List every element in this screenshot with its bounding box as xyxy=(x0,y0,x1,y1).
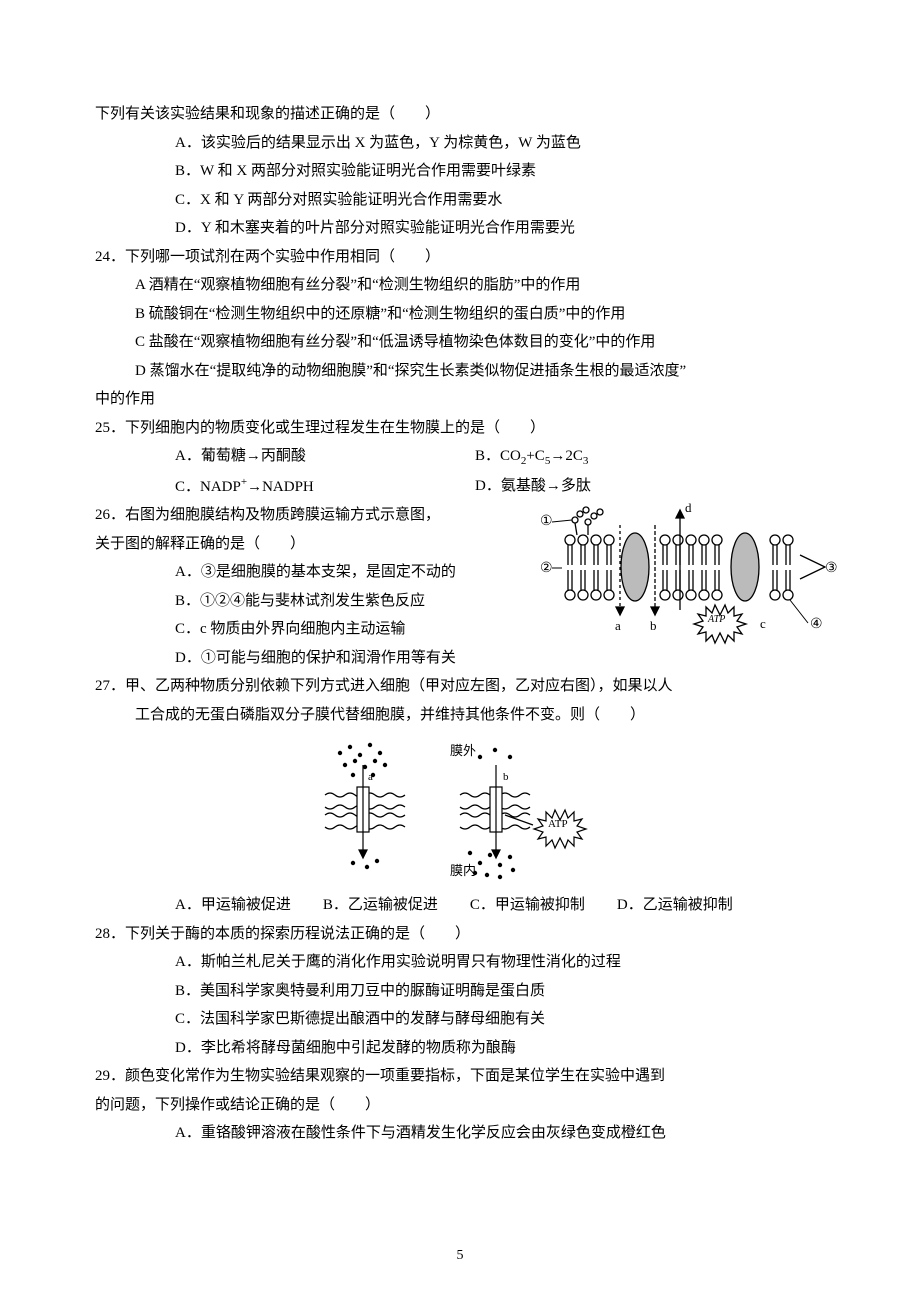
q27-opts: A．甲运输被促进 B．乙运输被促进 C．甲运输被抑制 D．乙运输被抑制 xyxy=(175,891,825,920)
lbl-2: ② xyxy=(540,561,553,576)
q25-opt-b: B．CO2+C5→2C3 xyxy=(475,442,588,472)
lbl-in: 膜内 xyxy=(450,863,476,878)
lbl-lb: b xyxy=(503,771,509,783)
q23-opt-a: A．该实验后的结果显示出 X 为蓝色，Y 为棕黄色，W 为蓝色 xyxy=(175,129,825,158)
lbl-la: a xyxy=(368,771,373,783)
q29-stem-1: 29．颜色变化常作为生物实验结果观察的一项重要指标，下面是某位学生在实验中遇到 xyxy=(95,1062,825,1091)
q24-stem: 24．下列哪一项试剂在两个实验中作用相同（ ） xyxy=(95,243,825,272)
q25-row-cd: C．NADP+→NADPH D．氨基酸→多肽 xyxy=(175,472,825,502)
q27-opt-c: C．甲运输被抑制 xyxy=(470,891,585,920)
q25-opt-d: D．氨基酸→多肽 xyxy=(475,472,591,502)
q29-stem-2: 的问题，下列操作或结论正确的是（ ） xyxy=(95,1091,825,1120)
q24-opt-c: C 盐酸在“观察植物细胞有丝分裂”和“低温诱导植物染色体数目的变化”中的作用 xyxy=(135,328,825,357)
q28-stem: 28．下列关于酶的本质的探索历程说法正确的是（ ） xyxy=(95,920,825,949)
lbl-d: d xyxy=(685,500,692,515)
lbl-c: c xyxy=(760,616,766,631)
q28-opt-a: A．斯帕兰札尼关于鹰的消化作用实验说明胃只有物理性消化的过程 xyxy=(175,948,825,977)
q24-opt-d: D 蒸馏水在“提取纯净的动物细胞膜”和“探究生长素类似物促进插条生根的最适浓度” xyxy=(135,357,825,386)
q24-opt-b: B 硫酸铜在“检测生物组织中的还原糖”和“检测生物组织的蛋白质”中的作用 xyxy=(135,300,825,329)
transport-diagram: 膜外 膜内 ATP a b xyxy=(305,735,615,885)
lbl-atp2: ATP xyxy=(548,818,568,830)
membrane-diagram: ① ② ③ ④ a b c d ATP xyxy=(520,500,840,650)
q23-opt-b: B．W 和 X 两部分对照实验能证明光合作用需要叶绿素 xyxy=(175,157,825,186)
q28-opt-c: C．法国科学家巴斯德提出酿酒中的发酵与酵母细胞有关 xyxy=(175,1005,825,1034)
q25-stem: 25．下列细胞内的物质变化或生理过程发生在生物膜上的是（ ） xyxy=(95,414,825,443)
q27-opt-b: B．乙运输被促进 xyxy=(323,891,438,920)
q25-row-ab: A．葡萄糖→丙酮酸 B．CO2+C5→2C3 xyxy=(175,442,825,472)
q27-stem-1: 27．甲、乙两种物质分别依赖下列方式进入细胞（甲对应左图，乙对应右图），如果以人 xyxy=(95,672,825,701)
lbl-a: a xyxy=(615,618,621,633)
q27-opt-a: A．甲运输被促进 xyxy=(175,891,291,920)
q23-opt-c: C．X 和 Y 两部分对照实验能证明光合作用需要水 xyxy=(175,186,825,215)
q27-stem-2: 工合成的无蛋白磷脂双分子膜代替细胞膜，并维持其他条件不变。则（ ） xyxy=(135,701,825,730)
q23-opt-d: D．Y 和木塞夹着的叶片部分对照实验能证明光合作用需要光 xyxy=(175,214,825,243)
q28-opt-d: D．李比希将酵母菌细胞中引起发酵的物质称为酿酶 xyxy=(175,1034,825,1063)
q28-opt-b: B．美国科学家奥特曼利用刀豆中的脲酶证明酶是蛋白质 xyxy=(175,977,825,1006)
q29-opt-a: A．重铬酸钾溶液在酸性条件下与酒精发生化学反应会由灰绿色变成橙红色 xyxy=(175,1119,825,1148)
q23-stem: 下列有关该实验结果和现象的描述正确的是（ ） xyxy=(95,100,825,129)
exam-page: 下列有关该实验结果和现象的描述正确的是（ ） A．该实验后的结果显示出 X 为蓝… xyxy=(0,0,920,1300)
q25-opt-c: C．NADP+→NADPH xyxy=(175,472,475,502)
q25-opt-a: A．葡萄糖→丙酮酸 xyxy=(175,442,475,472)
lbl-b: b xyxy=(650,618,657,633)
lbl-4: ④ xyxy=(810,617,823,632)
page-number: 5 xyxy=(0,1243,920,1270)
q24-opt-a: A 酒精在“观察植物细胞有丝分裂”和“检测生物组织的脂肪”中的作用 xyxy=(135,271,825,300)
q24-opt-d-cont: 中的作用 xyxy=(95,385,825,414)
lbl-out: 膜外 xyxy=(450,743,476,758)
q27-opt-d: D．乙运输被抑制 xyxy=(617,891,733,920)
lbl-3: ③ xyxy=(825,561,838,576)
lbl-atp: ATP xyxy=(707,614,725,625)
lbl-1: ① xyxy=(540,514,553,529)
